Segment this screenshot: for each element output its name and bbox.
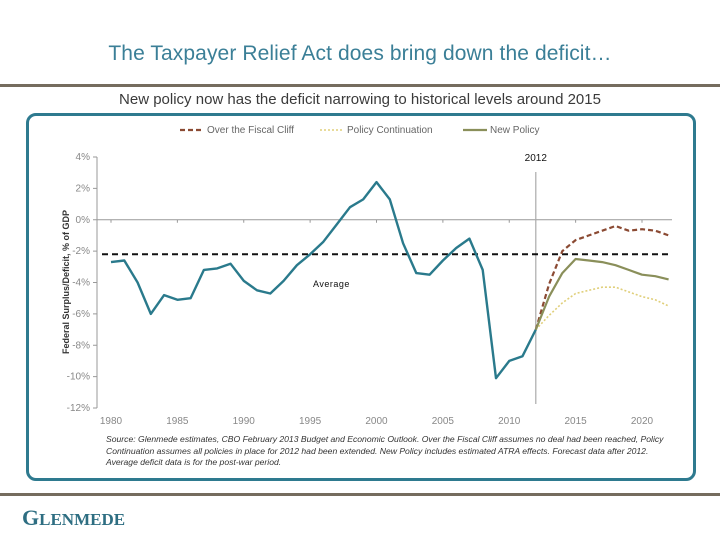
y-tick-label: -4% [72,278,90,289]
logo-initial: G [22,505,40,530]
y-tick-label: 4% [76,152,91,163]
average-label: Average [313,279,350,289]
source-note: Source: Glenmede estimates, CBO February… [106,434,664,467]
legend-label: Policy Continuation [347,125,433,136]
slide-title: The Taxpayer Relief Act does bring down … [108,42,612,65]
y-tick-label: -2% [72,246,90,257]
glenmede-logo: GLENMEDE [22,505,125,531]
year-2012-label: 2012 [525,153,548,164]
legend-label: Over the Fiscal Cliff [207,125,294,136]
chart-series: Average [102,180,672,380]
y-tick-label: -10% [67,372,90,383]
x-tick-label: 1985 [166,416,189,427]
x-tick-label: 2020 [631,416,654,427]
title-divider [0,84,720,87]
chart-axes: 4% 2% 0% -2% -4% -6% -8% -10% -12% 1980 1985 1990 19… [67,152,672,427]
y-tick-label: -6% [72,309,90,320]
x-tick-label: 2015 [565,416,588,427]
series-historical [110,180,537,380]
x-tick-label: 1995 [299,416,322,427]
chart-legend: Over the Fiscal Cliff Policy Continuation… [180,125,539,136]
footer-divider [0,493,720,496]
series-policy-continuation [535,286,669,331]
logo-rest: LENMEDE [39,510,126,529]
y-axis-label: Federal Surplus/Deficit, % of GDP [61,210,71,354]
y-tick-label: -12% [67,403,90,414]
series-over-the-fiscal-cliff [534,224,669,330]
x-tick-label: 1990 [233,416,256,427]
y-tick-label: 2% [76,183,91,194]
x-tick-label: 1980 [100,416,123,427]
x-tick-label: 2005 [432,416,455,427]
y-tick-label: -8% [72,340,90,351]
chart-frame [26,113,696,481]
legend-label: New Policy [490,125,539,136]
x-tick-label: 2000 [365,416,388,427]
slide-subtitle: New policy now has the deficit narrowing… [119,91,601,108]
series-new-policy [534,257,669,331]
x-tick-label: 2010 [498,416,521,427]
y-tick-label: 0% [76,215,91,226]
